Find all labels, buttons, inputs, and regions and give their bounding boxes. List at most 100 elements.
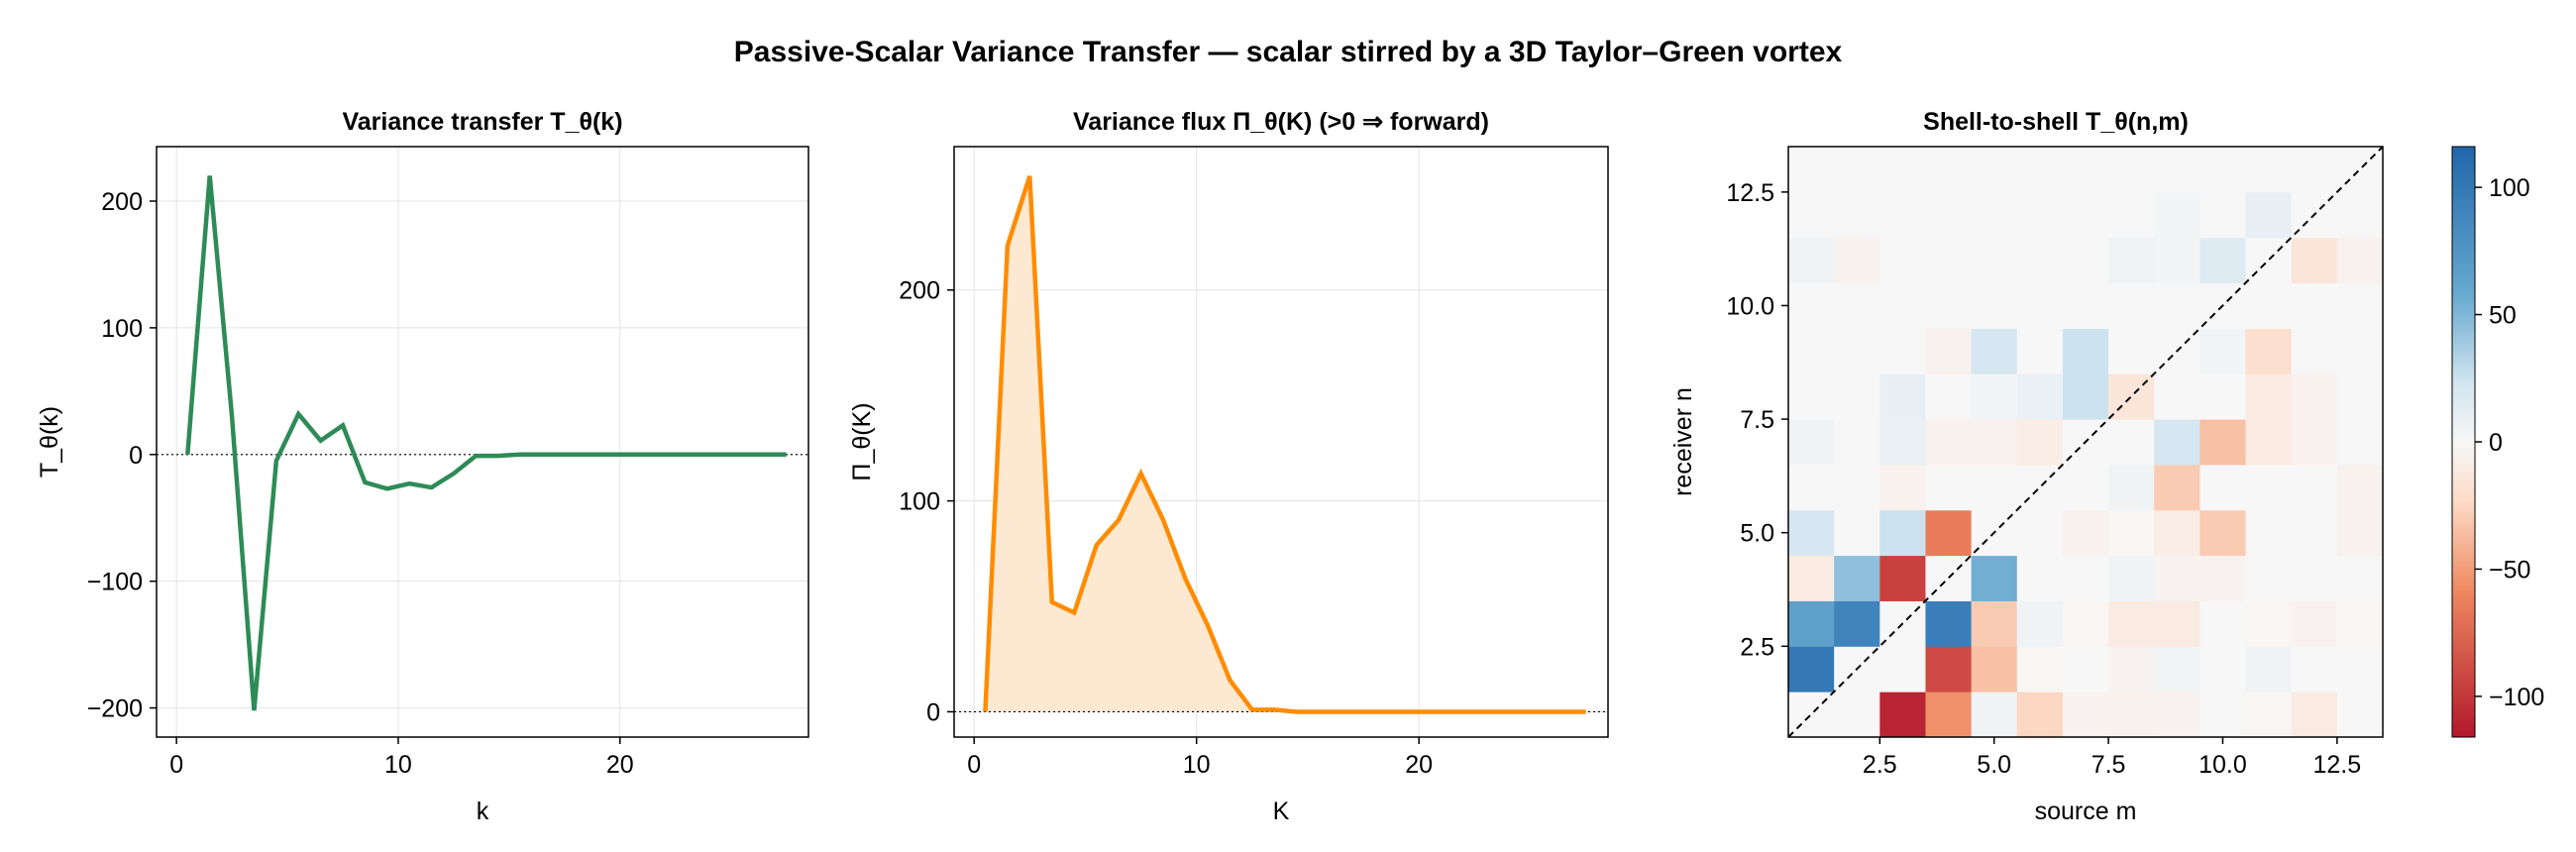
heatmap-cell [2108, 147, 2155, 193]
heatmap-cell [1971, 464, 2018, 511]
heatmap-cell [2154, 373, 2200, 420]
heatmap-cell [2336, 692, 2384, 738]
panel3-xtick-label: 10.0 [2199, 751, 2247, 779]
heatmap-cell [2108, 646, 2155, 692]
figure-title: Passive-Scalar Variance Transfer — scala… [734, 36, 1843, 68]
heatmap-cell [2200, 328, 2247, 374]
panel1-ytick-label: 200 [101, 188, 143, 216]
heatmap-cell [2108, 237, 2155, 284]
heatmap-cell [1788, 419, 1835, 466]
heatmap-cell [2062, 282, 2109, 329]
heatmap-cell [1879, 692, 1926, 738]
heatmap-cell [1971, 328, 2018, 374]
heatmap-cell [2291, 600, 2338, 647]
panel1-ytick-label: −100 [87, 569, 143, 596]
heatmap-cell [1971, 373, 2018, 420]
panel1-ytick-label: 0 [129, 442, 143, 470]
heatmap-cell [1834, 509, 1880, 557]
panel3-ytick-label: 7.5 [1740, 406, 1774, 434]
heatmap-cell [2200, 600, 2247, 647]
heatmap-cell [2336, 282, 2384, 329]
heatmap-cell [1879, 419, 1926, 466]
heatmap-cell [1788, 237, 1835, 284]
heatmap-cell [2154, 419, 2200, 466]
heatmap-cell [1879, 373, 1926, 420]
heatmap-cell [1834, 373, 1880, 420]
heatmap-cell [2062, 373, 2109, 420]
heatmap-cell [2245, 147, 2293, 193]
heatmap-cell [2062, 191, 2109, 239]
panel2-xtick-label: 10 [1183, 751, 1211, 779]
heatmap-cell [2200, 191, 2247, 239]
panel3-ylabel: receiver n [1669, 387, 1697, 496]
panel3-frame [1787, 146, 2384, 738]
heatmap-cell [1971, 419, 2018, 466]
heatmap-cell [1834, 555, 1880, 601]
panel-variance-transfer: Variance transfer T_θ(k) 0 10 20 −200 −100 0 1… [36, 108, 809, 825]
heatmap-cell [2245, 646, 2293, 692]
heatmap-cell [2016, 646, 2064, 692]
heatmap-cell [2108, 509, 2155, 557]
heatmap-cell [2245, 191, 2293, 239]
heatmap-cell [1834, 464, 1880, 511]
heatmap-cell [2108, 282, 2155, 329]
heatmap-cell [1971, 282, 2018, 329]
heatmap-cell [2291, 237, 2338, 284]
heatmap-cell [2200, 464, 2247, 511]
heatmap-cell [2336, 237, 2384, 284]
heatmap-cell [2016, 509, 2064, 557]
heatmap-cell [1879, 237, 1926, 284]
heatmap-cell [1971, 191, 2018, 239]
panel-variance-flux: Variance flux Π_θ(K) (>0 ⇒ forward) 0 10 2… [848, 108, 1609, 825]
heatmap-cell [2016, 282, 2064, 329]
heatmap-cell [2336, 147, 2384, 193]
heatmap-cell [2016, 419, 2064, 466]
heatmap-cell [2154, 464, 2200, 511]
heatmap-cell [2062, 328, 2109, 374]
panel-shell-to-shell: Shell-to-shell T_θ(n,m) 2.5 5.0 7.5 10.0 12.… [1669, 108, 2384, 825]
heatmap-cell [2154, 509, 2200, 557]
heatmap-cell [2108, 419, 2155, 466]
heatmap-cell [2108, 600, 2155, 647]
heatmap-cell [2291, 555, 2338, 601]
panel2-ytick-label: 0 [926, 698, 940, 726]
heatmap-cell [2245, 692, 2293, 738]
heatmap-cell [1879, 282, 1926, 329]
heatmap-cell [2245, 419, 2293, 466]
heatmap-cell [2108, 692, 2155, 738]
heatmap-cell [2108, 464, 2155, 511]
heatmap-cell [1925, 373, 1973, 420]
colorbar-tick-label: 100 [2489, 174, 2530, 202]
heatmap-cell [1788, 191, 1835, 239]
panel2-ylabel: Π_θ(K) [848, 402, 876, 480]
heatmap-cell [2291, 419, 2338, 466]
panel1-ticks: 0 10 20 −200 −100 0 100 200 [87, 188, 634, 779]
panel1-xlabel: k [477, 798, 489, 825]
heatmap-cell [2245, 373, 2293, 420]
heatmap-cell [1925, 147, 1973, 193]
heatmap-cell [2291, 282, 2338, 329]
heatmap-cell [2154, 692, 2200, 738]
panel1-title: Variance transfer T_θ(k) [342, 108, 622, 136]
panel1-plot-area [157, 175, 808, 711]
heatmap-cell [2336, 555, 2384, 601]
heatmap-cell [2062, 555, 2109, 601]
heatmap-cell [1879, 191, 1926, 239]
panel3-xtick-label: 7.5 [2092, 751, 2126, 779]
heatmap-cell [1925, 419, 1973, 466]
heatmap-cell [2016, 147, 2064, 193]
heatmap-cell [1788, 692, 1835, 738]
heatmap-cell [2154, 282, 2200, 329]
heatmap-cell [2154, 555, 2200, 601]
heatmap-cell [2062, 237, 2109, 284]
heatmap-cell [1879, 555, 1926, 601]
heatmap-cell [1925, 282, 1973, 329]
heatmap-cell [2062, 464, 2109, 511]
heatmap-cell [2291, 373, 2338, 420]
heatmap-cell [2336, 328, 2384, 374]
heatmap-cell [2016, 692, 2064, 738]
heatmap-cell [1879, 328, 1926, 374]
heatmap-cell [1925, 464, 1973, 511]
panel3-xtick-label: 12.5 [2313, 751, 2362, 779]
